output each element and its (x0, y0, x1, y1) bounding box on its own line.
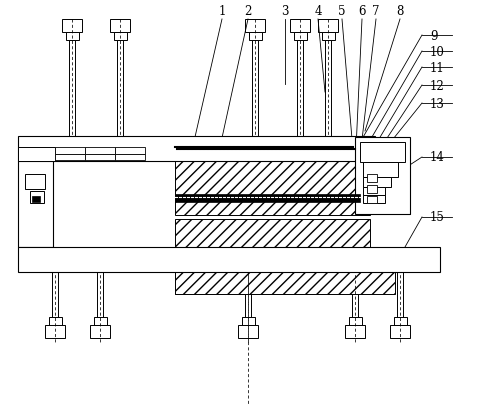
Bar (18, 136, 375, 162)
Bar (49, 317, 62, 325)
Bar (363, 188, 385, 196)
Bar (360, 143, 405, 162)
Text: 3: 3 (281, 5, 289, 18)
Bar (18, 247, 440, 272)
Bar (69, 41, 75, 136)
Text: 11: 11 (430, 61, 445, 74)
Bar (175, 220, 370, 294)
Bar (30, 192, 44, 203)
Bar (85, 148, 115, 155)
Text: 9: 9 (430, 30, 437, 43)
Bar (55, 155, 85, 161)
Bar (249, 33, 262, 41)
Bar (115, 155, 145, 161)
Text: 2: 2 (244, 5, 252, 18)
Bar (397, 272, 403, 317)
Text: 6: 6 (358, 5, 366, 18)
Bar (370, 162, 410, 215)
Bar (252, 41, 258, 136)
Bar (352, 272, 358, 317)
Bar (363, 177, 391, 188)
Bar (97, 272, 103, 317)
Bar (363, 162, 398, 177)
Bar (238, 325, 258, 338)
Bar (114, 33, 127, 41)
Bar (322, 33, 335, 41)
Bar (367, 196, 377, 203)
Bar (52, 272, 58, 317)
Bar (18, 148, 55, 162)
Bar (355, 138, 410, 215)
Text: 1: 1 (218, 5, 226, 18)
Bar (94, 317, 107, 325)
Bar (325, 41, 331, 143)
Bar (18, 162, 53, 247)
Bar (367, 185, 377, 194)
Bar (367, 175, 377, 183)
Bar (349, 317, 362, 325)
Bar (55, 148, 85, 155)
Bar (115, 148, 145, 155)
Bar (175, 247, 395, 294)
Bar (363, 196, 385, 203)
Bar (85, 155, 115, 161)
Bar (345, 325, 365, 338)
Bar (394, 317, 407, 325)
Bar (242, 317, 255, 325)
Text: 12: 12 (430, 79, 445, 92)
Text: 10: 10 (430, 45, 445, 58)
Bar (294, 33, 307, 41)
Text: 8: 8 (396, 5, 404, 18)
Bar (290, 20, 310, 33)
Bar (318, 20, 338, 33)
Text: 15: 15 (430, 211, 445, 224)
Bar (45, 325, 65, 338)
Bar (390, 325, 410, 338)
Bar (90, 325, 110, 338)
Text: 13: 13 (430, 97, 445, 110)
Bar (175, 138, 370, 215)
Text: 7: 7 (372, 5, 380, 18)
Text: 5: 5 (338, 5, 346, 18)
Bar (175, 194, 360, 202)
Text: 14: 14 (430, 151, 445, 164)
Bar (117, 41, 123, 136)
Bar (66, 33, 79, 41)
Bar (245, 20, 265, 33)
Bar (245, 272, 251, 317)
Text: 4: 4 (314, 5, 322, 18)
Bar (32, 196, 40, 202)
Bar (110, 20, 130, 33)
Bar (297, 41, 303, 136)
Bar (25, 175, 45, 190)
Bar (62, 20, 82, 33)
